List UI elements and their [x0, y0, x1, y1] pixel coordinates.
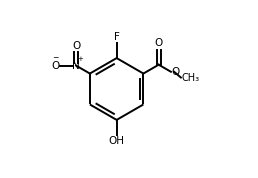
Text: O: O — [51, 61, 59, 71]
Text: O: O — [172, 67, 180, 77]
Text: N: N — [72, 61, 80, 71]
Text: F: F — [114, 32, 119, 42]
Text: O: O — [72, 41, 80, 51]
Text: −: − — [53, 53, 59, 62]
Text: +: + — [78, 56, 83, 62]
Text: O: O — [155, 38, 163, 48]
Text: OH: OH — [109, 136, 125, 146]
Text: CH₃: CH₃ — [182, 73, 200, 83]
